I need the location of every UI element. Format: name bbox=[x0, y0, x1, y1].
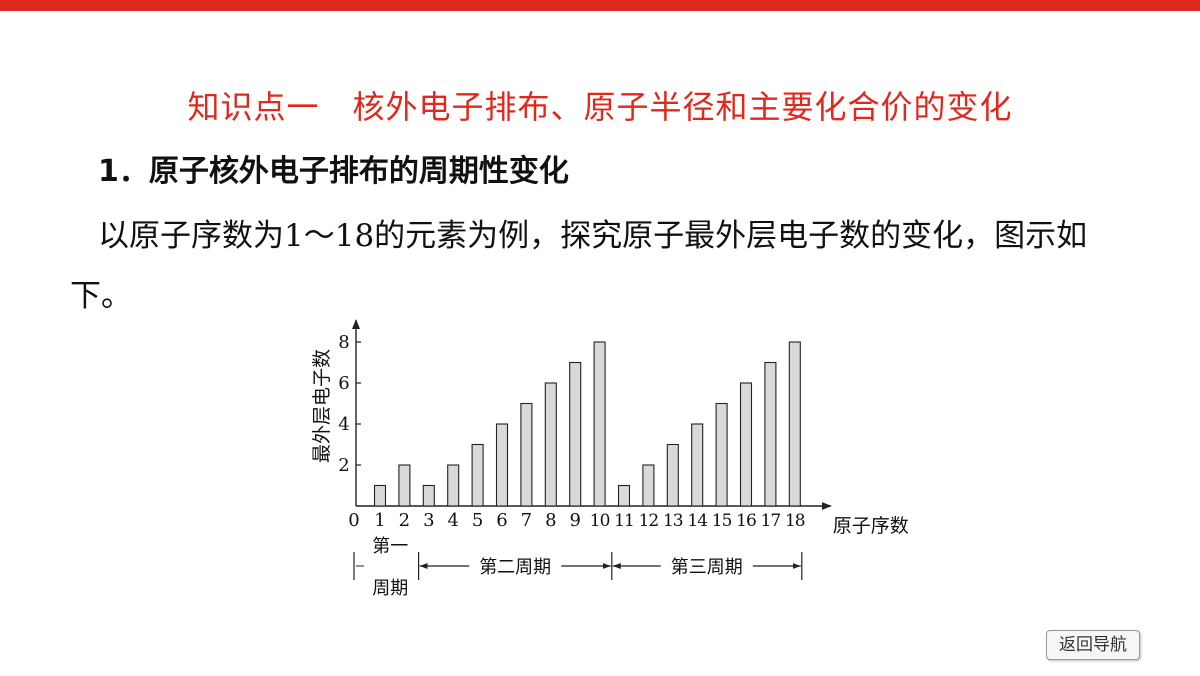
period-label: 第三周期 bbox=[671, 557, 743, 578]
slide-heading: 知识点一 核外电子排布、原子半径和主要化合价的变化 bbox=[187, 88, 1013, 126]
bar bbox=[373, 484, 387, 507]
bar bbox=[666, 443, 679, 507]
x-tick-label: 9 bbox=[569, 510, 580, 531]
bar bbox=[398, 464, 411, 507]
bar bbox=[422, 484, 435, 507]
bar bbox=[642, 464, 655, 507]
intro-paragraph: 以原子序数为1～18的元素为例，探究原子最外层电子数的变化，图示如下。 bbox=[70, 218, 1088, 314]
x-tick-label: 17 bbox=[761, 511, 781, 531]
x-tick-label: 3 bbox=[423, 510, 434, 531]
y-tick-label: 8 bbox=[338, 332, 349, 353]
x-tick-label: 4 bbox=[447, 510, 458, 531]
bar bbox=[764, 361, 777, 507]
bar bbox=[617, 484, 631, 507]
period-label: 第二周期 bbox=[479, 557, 551, 578]
x-axis-label: 原子序数 bbox=[833, 515, 909, 537]
bar bbox=[544, 382, 557, 507]
x-tick-label: 16 bbox=[736, 511, 756, 531]
x-tick-label: 18 bbox=[785, 511, 805, 531]
x-tick-label: 5 bbox=[472, 510, 483, 531]
bar bbox=[788, 341, 801, 507]
period-label: 周期 bbox=[372, 578, 408, 599]
x-tick-label: 14 bbox=[687, 511, 707, 531]
top-accent-bar bbox=[0, 0, 1200, 11]
bar bbox=[447, 464, 460, 507]
bar bbox=[495, 423, 509, 507]
x-tick-label: 1 bbox=[374, 510, 385, 531]
x-tick-label: 8 bbox=[545, 510, 556, 531]
x-tick-label: 11 bbox=[614, 511, 634, 531]
section-subheading: 1．原子核外电子排布的周期性变化 bbox=[98, 154, 569, 189]
y-axis-label: 最外层电子数 bbox=[311, 349, 333, 463]
y-tick-label: 6 bbox=[338, 373, 349, 394]
y-tick-label: 2 bbox=[338, 455, 349, 476]
bar bbox=[739, 382, 753, 507]
x-tick-label: 10 bbox=[590, 511, 610, 531]
bar bbox=[715, 402, 728, 507]
x-tick-label: 12 bbox=[639, 511, 659, 531]
bar bbox=[569, 361, 582, 507]
x-tick-label: 7 bbox=[521, 510, 532, 531]
period-label: 第一 bbox=[372, 536, 408, 557]
y-tick-label: 4 bbox=[338, 414, 349, 435]
bar bbox=[691, 423, 704, 507]
origin-label: 0 bbox=[348, 510, 359, 531]
bar bbox=[520, 402, 533, 507]
x-tick-label: 15 bbox=[712, 511, 732, 531]
back-navigation-button[interactable]: 返回导航 bbox=[1046, 630, 1140, 660]
x-tick-label: 2 bbox=[399, 510, 410, 531]
bar bbox=[471, 443, 484, 507]
x-tick-label: 6 bbox=[496, 510, 507, 531]
bar bbox=[593, 341, 606, 507]
x-tick-label: 13 bbox=[663, 511, 683, 531]
